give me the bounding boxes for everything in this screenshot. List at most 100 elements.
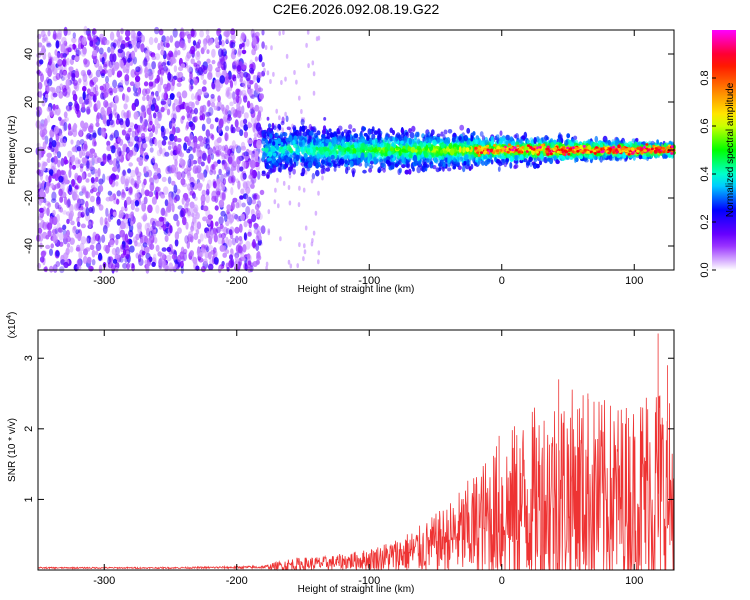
spectrogram-point: [206, 183, 210, 193]
spectrogram-point: [177, 49, 181, 56]
spectrogram-point: [250, 208, 255, 216]
spectrogram-point: [251, 214, 257, 223]
spectrogram-point: [214, 205, 219, 211]
spectrogram-point: [113, 129, 120, 139]
spectrogram-point: [162, 186, 169, 196]
spectrogram-point: [193, 135, 198, 145]
spectrogram-point: [86, 132, 92, 139]
spectrogram-point: [252, 36, 257, 46]
spectrogram-point: [66, 47, 72, 52]
spectrogram-point: [113, 64, 119, 72]
spectrogram-point: [223, 173, 228, 178]
spectrogram-point: [300, 147, 305, 153]
spectrogram-point: [230, 28, 236, 35]
spectrogram-point: [146, 107, 152, 115]
spectrogram-point: [68, 101, 73, 107]
spectrogram-point: [142, 142, 148, 149]
spectrogram-point: [296, 263, 300, 269]
spectrogram-point: [234, 119, 239, 128]
spectrogram-point: [243, 232, 247, 241]
spectrogram-point: [104, 217, 108, 225]
spectrogram-point: [258, 56, 263, 62]
spectrogram-point: [252, 239, 256, 249]
spectrogram-point: [154, 26, 160, 35]
spectrogram-point: [412, 154, 418, 162]
spectrogram-point: [239, 129, 244, 137]
spectrogram-point: [187, 173, 192, 179]
spectrogram-point: [278, 115, 281, 121]
spectrogram-point: [114, 150, 120, 158]
spectrogram-point: [42, 251, 47, 256]
spectrogram-point: [306, 29, 310, 35]
spectrogram-point: [140, 110, 145, 116]
spectrogram-point: [144, 72, 149, 79]
spectrogram-point: [157, 42, 161, 51]
spectrogram-point: [227, 110, 232, 118]
spectrogram-point: [202, 65, 208, 75]
spectrogram-point: [513, 134, 518, 139]
spectrogram-point: [51, 198, 57, 203]
spectrogram-point: [248, 90, 253, 97]
spectrogram-point: [309, 131, 314, 136]
spectrogram-point: [236, 215, 241, 222]
spectrogram-point: [103, 100, 109, 108]
spectrogram-point: [197, 88, 203, 96]
spectrogram-point: [432, 165, 437, 170]
spectrogram-point: [165, 42, 170, 48]
spectrogram-point: [88, 153, 94, 158]
spectrogram-point: [205, 129, 210, 138]
spectrogram-point: [447, 129, 453, 134]
spectrogram-point: [112, 158, 118, 168]
spectrogram-point: [230, 41, 236, 49]
spectrogram-point: [56, 159, 61, 168]
spectrogram-point: [124, 74, 130, 82]
spectrogram-point: [93, 58, 100, 68]
spectrogram-point: [207, 252, 213, 260]
spectrogram-point: [74, 100, 78, 109]
spectrogram-point: [117, 38, 121, 49]
spectrogram-point: [199, 233, 204, 242]
spectrogram-point: [513, 159, 519, 164]
spectrogram-point: [525, 161, 531, 166]
spectrogram-point: [243, 95, 248, 103]
spectrogram-point: [325, 167, 331, 172]
spectrogram-point: [98, 178, 104, 185]
spectrogram-point: [167, 141, 172, 146]
spectrogram-point: [363, 152, 368, 158]
spectrogram-point: [109, 31, 115, 41]
spectrogram-point: [80, 211, 85, 218]
spectrogram-point: [144, 246, 150, 254]
spectrogram-point: [253, 228, 260, 234]
spectrogram-point: [251, 48, 256, 56]
spectrogram-point: [631, 138, 636, 143]
spectrogram-point: [190, 225, 195, 232]
spectrogram-point: [82, 255, 88, 264]
spectrogram-point: [401, 164, 406, 169]
spectrogram-point: [635, 137, 639, 142]
spectrogram-point: [144, 68, 148, 74]
spectrogram-point: [170, 122, 176, 128]
spectrogram-point: [92, 38, 98, 43]
spectrogram-point: [117, 163, 121, 173]
spectrogram-point: [238, 223, 243, 233]
spectrogram-point: [102, 155, 107, 165]
spectrogram-point: [321, 143, 325, 148]
spectrogram-point: [215, 226, 221, 234]
spectrogram-point: [98, 264, 103, 274]
spectrogram-point: [188, 101, 194, 107]
spectrogram-point: [110, 173, 116, 180]
spectrogram-point: [71, 154, 76, 162]
spectrogram-point: [82, 85, 87, 92]
spectrogram-point: [234, 254, 239, 262]
spectrogram-point: [195, 164, 201, 173]
spectrogram-point: [60, 170, 66, 176]
spectrogram-point: [252, 75, 256, 83]
spectrogram-point: [51, 62, 56, 69]
spectrogram-point: [116, 113, 120, 121]
spectrogram-point: [205, 194, 210, 204]
spectrogram-point: [143, 178, 147, 186]
spectrogram-point: [222, 107, 227, 115]
spectrogram-point: [85, 237, 90, 245]
spectrogram-point: [163, 210, 168, 217]
spectrogram-point: [77, 159, 81, 165]
